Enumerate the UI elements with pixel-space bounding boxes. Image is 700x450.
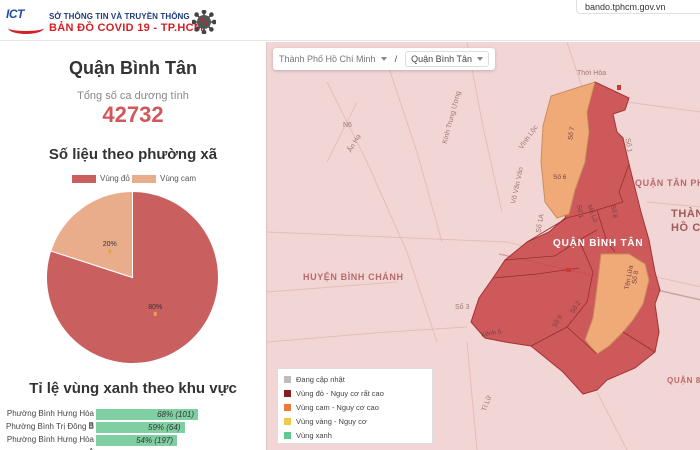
ward-boundaries (492, 163, 656, 355)
orange-zone-north[interactable] (540, 81, 596, 219)
pie-slice-marker (108, 249, 112, 254)
map-legend-label: Vùng cam - Nguy cơ cao (296, 402, 379, 412)
district-title: Quận Bình Tân (69, 58, 197, 78)
ward-label[interactable]: Số 6 (553, 174, 567, 181)
legend-label: Vùng cam (160, 174, 197, 183)
legend-item-red[interactable]: Vùng đỏ (72, 174, 130, 183)
legend-item-orange[interactable]: Vùng cam (132, 174, 196, 183)
map-legend-item[interactable]: Đang cập nhật (284, 372, 426, 386)
map-legend-label: Vùng đỏ - Nguy cơ rất cao (296, 388, 384, 398)
map-legend-swatch (284, 389, 291, 397)
map-marker[interactable] (566, 268, 571, 272)
place-label: HỒ CHÍ (671, 222, 700, 234)
map-legend-label: Vùng vàng - Nguy cơ (296, 416, 367, 426)
logo-text: ICT (6, 7, 24, 21)
total-cases-label: Tổng số ca dương tính (77, 90, 189, 102)
map-legend: Đang cập nhật Vùng đỏ - Nguy cơ rất cao Vù… (277, 368, 433, 444)
total-cases-value: 42732 (102, 102, 164, 127)
chevron-down-icon (476, 57, 483, 61)
pie-slice-label: 80% (148, 304, 162, 311)
ward-stats-title: Số liệu theo phường xã (48, 146, 218, 163)
breadcrumb-district-label: Quận Bình Tân (411, 54, 472, 64)
place-label: THÀNH (671, 208, 700, 220)
place-label: QUẬN TÂN PHÚ (635, 178, 700, 188)
breadcrumb-city[interactable]: Thành Phố Hồ Chí Minh (279, 54, 387, 64)
bar-value-label: 59% (64) (148, 423, 181, 432)
map-legend-item[interactable]: Vùng vàng - Nguy cơ (284, 414, 426, 428)
map-legend-swatch (284, 431, 291, 439)
breadcrumb-separator: / (394, 54, 398, 64)
pie-slice-marker (153, 311, 157, 316)
breadcrumb-city-label: Thành Phố Hồ Chí Minh (279, 54, 376, 64)
bar-fill (96, 435, 177, 446)
map-legend-item[interactable]: Vùng xanh (284, 428, 426, 442)
bar-track: 68% (101) (96, 409, 246, 420)
map-canvas[interactable] (267, 42, 700, 450)
legend-swatch-orange (132, 174, 156, 183)
green-ratio-title: Tỉ lệ vùng xanh theo khu vực (29, 380, 237, 397)
header: ICT SỞ THÔNG TIN VÀ TRUYỀN THÔNG BẢN ĐỒ … (0, 0, 700, 41)
legend-label: Vùng đỏ (100, 174, 130, 183)
place-label: HUYỆN BÌNH CHÁNH (303, 272, 404, 282)
map-legend-swatch (284, 375, 291, 383)
legend-swatch-red (72, 174, 96, 183)
district-map-label[interactable]: QUẬN BÌNH TÂN (553, 238, 644, 249)
road-label: Thới Hòa (577, 70, 607, 77)
bar-row[interactable]: Phường Bình Hưng Hòa B 68% (101) (0, 408, 266, 430)
map-legend-label: Đang cập nhật (296, 374, 345, 384)
pie-slice[interactable] (50, 190, 133, 279)
org-name: SỞ THÔNG TIN VÀ TRUYỀN THÔNG (49, 12, 190, 21)
bar-track: 59% (64) (96, 422, 246, 433)
breadcrumb-district[interactable]: Quận Bình Tân (405, 51, 489, 67)
breadcrumb: Thành Phố Hồ Chí Minh / Quận Bình Tân (273, 48, 495, 70)
bar-row[interactable]: Phường Bình Trị Đông B 59% (64) (0, 421, 266, 433)
logo-swoosh (8, 22, 44, 34)
app-title: BẢN ĐỒ COVID 19 - TP.HCM (49, 22, 204, 34)
stats-panel: Quận Bình Tân Tổng số ca dương tính 4273… (0, 42, 266, 450)
bar-track: 54% (197) (96, 435, 246, 446)
bar-category-label: Phường Bình Hưng Hòa A (6, 435, 94, 450)
road-label: Số 3 (455, 304, 470, 311)
map-legend-item[interactable]: Vùng cam - Nguy cơ cao (284, 400, 426, 414)
url-bar[interactable]: bando.tphcm.gov.vn (576, 0, 700, 14)
place-label: QUẬN 8 (667, 376, 700, 385)
bar-row[interactable]: Phường Bình Hưng Hòa A 54% (197) (0, 434, 266, 450)
pie-slice-label: 20% (103, 241, 117, 248)
bar-fill (96, 422, 185, 433)
road-label: N6 (343, 122, 352, 129)
map-legend-item[interactable]: Vùng đỏ - Nguy cơ rất cao (284, 386, 426, 400)
bar-value-label: 68% (101) (157, 410, 194, 419)
pie-chart: 80% 20% (46, 190, 219, 364)
map-legend-swatch (284, 417, 291, 425)
bar-category-label: Phường Bình Hưng Hòa B (6, 409, 94, 430)
map-legend-swatch (284, 403, 291, 411)
pie-legend: Vùng đỏ Vùng cam (0, 174, 266, 186)
map-legend-label: Vùng xanh (296, 430, 332, 440)
map-marker[interactable] (617, 85, 621, 90)
bar-value-label: 54% (197) (136, 436, 173, 445)
bar-fill (96, 409, 198, 420)
virus-icon (192, 10, 216, 34)
ict-logo[interactable]: ICT (6, 7, 46, 39)
chevron-down-icon (380, 57, 387, 61)
bar-category-label: Phường Bình Trị Đông B (6, 422, 94, 431)
map-view[interactable]: Vĩnh Lộc N6 Ấn Hạ Kinh Trung Ương Võ Văn… (266, 42, 700, 450)
